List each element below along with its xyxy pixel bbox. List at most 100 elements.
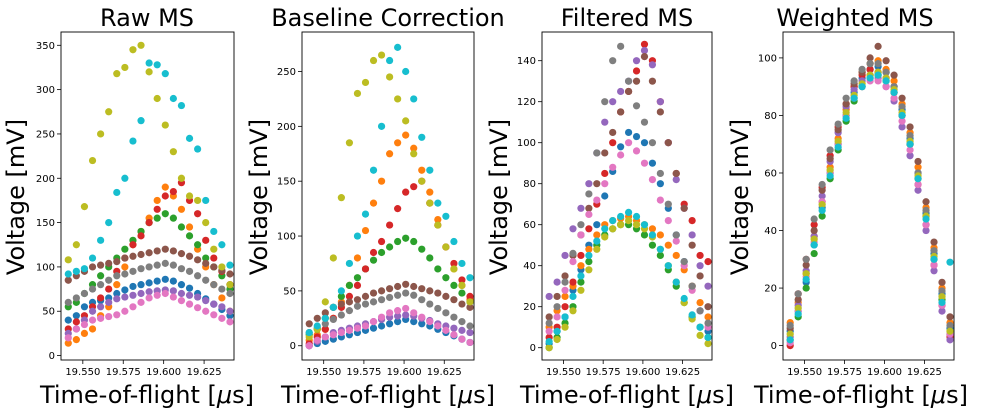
data-point [458,326,466,334]
data-point [810,226,818,235]
data-point [410,183,418,191]
data-point [394,312,402,320]
data-point [898,111,906,120]
data-point [818,186,826,194]
data-point [97,236,105,244]
y-tick-label: 200 [277,122,296,133]
data-point [394,307,402,315]
data-point [410,291,418,299]
data-point [202,307,210,315]
data-point [64,298,72,306]
data-point [696,262,704,270]
data-point [434,265,442,273]
data-point [426,300,434,308]
data-point [418,166,426,174]
data-point [617,108,625,116]
data-point [226,318,234,326]
data-point [226,261,234,269]
data-point [202,218,210,227]
data-point [601,233,609,241]
y-tick-label: 150 [36,218,55,229]
data-point [946,313,954,321]
data-point [890,71,898,79]
axes-frame [301,31,475,361]
data-point [80,329,89,338]
data-point [632,147,641,155]
x-axis-label: Time-of-flight [μs] [753,381,968,409]
data-point [466,274,474,282]
data-point [858,83,866,91]
data-point [632,212,641,221]
data-point [386,56,394,65]
data-point [450,296,458,304]
data-point [345,298,354,306]
data-point [818,212,826,220]
data-point [585,258,593,266]
data-point [113,258,121,266]
data-point [577,286,585,294]
data-point [704,258,712,266]
data-point [656,251,664,260]
data-point [434,199,442,207]
data-point [161,183,169,191]
data-point [624,128,633,137]
y-tick-label: 20 [764,284,777,295]
data-point [97,314,105,322]
data-point [632,132,641,141]
data-point [585,180,593,188]
data-point [113,272,121,280]
data-point [648,139,657,147]
data-point [810,235,818,243]
data-point [153,277,161,285]
data-point [402,131,410,139]
data-point [593,237,601,245]
data-point [545,327,553,335]
plot-area: 19.550 19.575 19.600 19.625 0 20 40 60 80 100 [758,31,955,378]
data-point [930,247,938,255]
data-point [369,248,378,257]
data-point [930,267,938,275]
data-point [113,70,121,78]
data-point [577,278,585,286]
data-point [561,313,569,321]
data-point [72,336,80,344]
axes-frame [60,31,235,361]
data-point [88,156,97,165]
data-point [704,282,712,290]
data-point [466,338,474,347]
data-point [369,298,378,306]
data-point [810,249,818,258]
data-point [353,232,362,240]
data-point [458,300,466,308]
data-point [617,221,625,229]
y-tick-label: 100 [277,232,296,243]
data-point [450,313,458,321]
data-point [874,77,882,85]
data-point [72,294,80,302]
data-point [377,287,386,295]
data-point [410,95,418,103]
data-point [914,157,922,166]
data-point [426,166,434,174]
data-point [561,272,569,280]
subplot-title: Raw MS [100,4,194,32]
y-tick-label: 100 [758,53,777,64]
data-point [121,63,129,72]
data-point [169,214,177,222]
data-point [410,309,418,317]
data-point [210,281,218,289]
data-point [842,108,850,117]
data-point [369,324,378,332]
data-point [386,73,394,81]
data-point [218,294,226,302]
data-point [137,232,145,240]
data-point [842,114,850,122]
data-point [210,227,218,236]
data-point [648,231,657,239]
data-point [113,188,121,197]
y-tick-label: 120 [517,97,536,108]
data-point [898,103,906,111]
data-point [353,302,362,310]
data-point [938,287,946,295]
